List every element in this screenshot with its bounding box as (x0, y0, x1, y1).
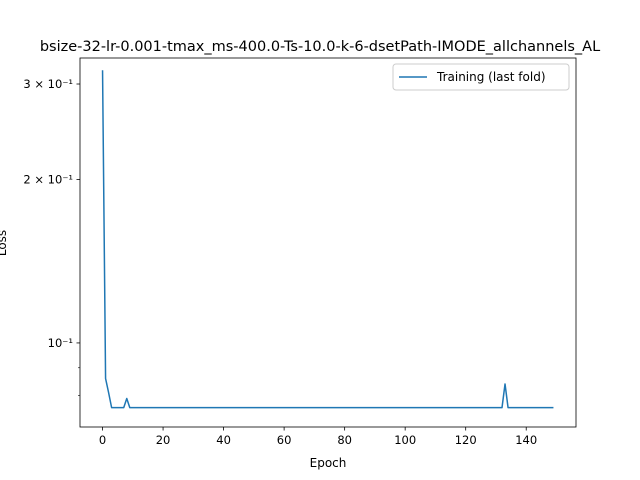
x-tick-label: 100 (394, 433, 416, 447)
x-axis-ticks: 0 20 40 60 80 100 120 140 (99, 427, 537, 447)
x-axis-label: Epoch (310, 456, 347, 470)
x-tick-label: 60 (277, 433, 292, 447)
x-tick-label: 20 (156, 433, 171, 447)
y-tick-label: 2 × 10⁻¹ (23, 173, 73, 187)
y-axis-label: Loss (0, 230, 9, 256)
plot-area (80, 58, 576, 427)
x-tick-label: 0 (99, 433, 106, 447)
x-tick-label: 80 (337, 433, 352, 447)
legend-frame (392, 63, 570, 91)
plot-frame (79, 57, 577, 428)
chart-title: bsize-32-lr-0.001-tmax_ms-400.0-Ts-10.0-… (40, 39, 600, 55)
x-tick-label: 140 (515, 433, 537, 447)
y-tick-label: 3 × 10⁻¹ (23, 77, 73, 91)
y-tick-label: 10⁻¹ (48, 336, 73, 350)
series-line-0 (101, 70, 554, 409)
x-tick-label: 40 (216, 433, 231, 447)
x-tick-label: 120 (455, 433, 477, 447)
legend: Training (last fold) (392, 63, 570, 91)
legend-label-training: Training (last fold) (436, 70, 546, 84)
series-layer (101, 70, 554, 409)
y-axis-ticks: 10⁻¹ 2 × 10⁻¹ 3 × 10⁻¹ (23, 77, 80, 396)
